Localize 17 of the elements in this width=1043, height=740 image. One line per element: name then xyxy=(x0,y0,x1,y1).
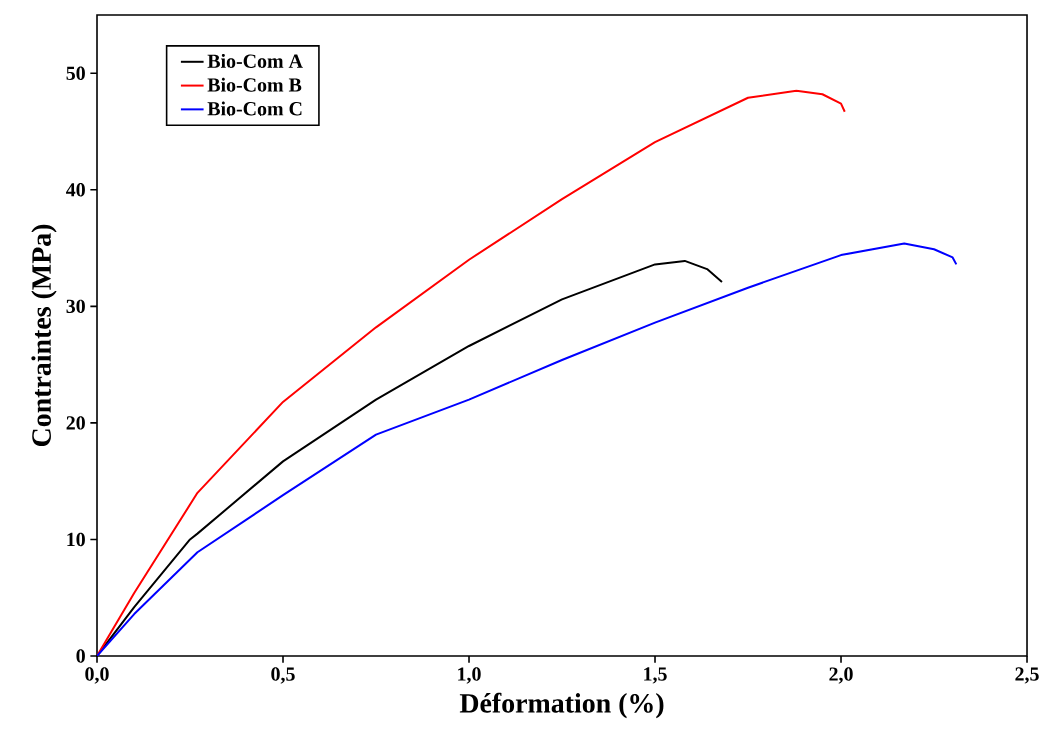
y-tick-label: 0 xyxy=(76,649,85,663)
legend-label: Bio-Com C xyxy=(207,101,302,116)
x-tick-label: 2,5 xyxy=(1015,667,1039,684)
x-tick-label: 1,5 xyxy=(644,667,667,684)
x-tick-label: 2,0 xyxy=(829,667,853,684)
x-axis-title: Déformation (%) xyxy=(459,692,664,719)
y-tick-label: 40 xyxy=(66,183,85,197)
y-tick-label: 10 xyxy=(67,532,85,547)
y-axis-title: Contraintes (MPa) xyxy=(31,224,57,447)
y-tick-label: 30 xyxy=(66,299,85,314)
x-tick-label: 1,0 xyxy=(458,667,481,684)
y-tick-label: 20 xyxy=(66,416,85,430)
x-tick-label: 0,5 xyxy=(271,667,295,684)
legend-label: Bio-Com A xyxy=(207,53,303,68)
y-tick-label: 50 xyxy=(66,66,85,80)
legend-label: Bio-Com B xyxy=(207,77,302,92)
x-tick-label: 0,0 xyxy=(85,667,109,684)
